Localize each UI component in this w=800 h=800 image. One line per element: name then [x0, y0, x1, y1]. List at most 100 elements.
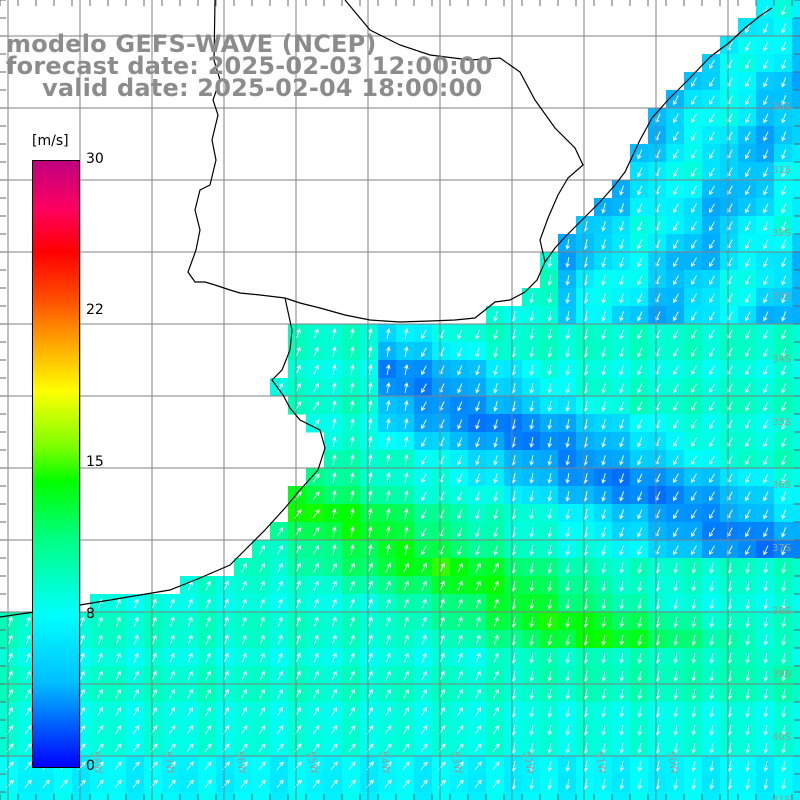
wind-arrow — [475, 688, 481, 699]
wind-arrow — [547, 275, 552, 286]
wind-arrow — [404, 418, 409, 429]
wind-cell — [738, 234, 757, 253]
wind-cell — [324, 720, 343, 739]
wind-arrow — [565, 743, 570, 754]
wind-cell — [774, 198, 793, 217]
wind-arrow — [240, 743, 248, 753]
wind-arrow — [691, 653, 696, 664]
wind-cell — [342, 324, 361, 343]
wind-cell — [684, 252, 703, 271]
wind-arrow — [295, 562, 301, 573]
wind-cell — [774, 522, 793, 541]
wind-cell — [126, 612, 145, 631]
wind-cell — [738, 360, 757, 379]
wind-cell — [360, 360, 379, 379]
wind-arrow — [529, 491, 534, 502]
wind-cell — [720, 540, 739, 559]
wind-cell — [738, 666, 757, 685]
colorbar-unit: [m/s] — [32, 133, 69, 149]
wind-arrow — [457, 545, 463, 556]
wind-cell — [774, 0, 793, 19]
wind-arrow — [332, 490, 337, 501]
wind-cell — [558, 414, 577, 433]
wind-arrow — [332, 346, 337, 357]
wind-cell — [306, 396, 325, 415]
wind-cell — [738, 180, 757, 199]
wind-cell — [540, 360, 559, 379]
wind-arrow — [205, 652, 211, 663]
wind-cell — [720, 576, 739, 595]
latitude-label: 32S — [772, 228, 791, 239]
wind-cell — [414, 630, 433, 649]
wind-arrow — [367, 562, 373, 573]
wind-cell — [702, 234, 721, 253]
wind-cell — [144, 792, 163, 800]
wind-arrow — [619, 563, 624, 574]
wind-cell — [270, 756, 289, 775]
wind-arrow — [529, 419, 534, 430]
wind-cell — [36, 792, 55, 800]
wind-cell — [666, 360, 685, 379]
wind-arrow — [404, 508, 409, 519]
wind-cell — [558, 630, 577, 649]
wind-arrow — [348, 743, 356, 753]
wind-cell — [702, 342, 721, 361]
wind-arrow — [601, 221, 606, 232]
wind-cell — [576, 756, 595, 775]
wind-arrow — [781, 185, 787, 196]
wind-arrow — [691, 77, 697, 88]
wind-cell — [0, 792, 19, 800]
colorbar-tick-0: 0 — [86, 758, 95, 774]
wind-cell — [702, 666, 721, 685]
wind-arrow — [368, 328, 373, 339]
wind-cell — [576, 738, 595, 757]
wind-cell — [18, 666, 37, 685]
wind-arrow — [529, 365, 534, 376]
wind-arrow — [745, 725, 750, 736]
wind-arrow — [457, 365, 463, 376]
wind-cell — [666, 270, 685, 289]
wind-cell — [414, 702, 433, 721]
wind-arrow — [673, 743, 678, 754]
wind-cell — [612, 504, 631, 523]
wind-arrow — [475, 419, 481, 430]
wind-arrow — [186, 725, 194, 735]
wind-cell — [540, 666, 559, 685]
wind-cell — [414, 522, 433, 541]
wind-cell — [774, 72, 793, 91]
wind-cell — [378, 504, 397, 523]
wind-cell — [108, 774, 127, 793]
wind-cell — [666, 288, 685, 307]
wind-cell — [684, 522, 703, 541]
wind-cell — [702, 540, 721, 559]
wind-cell — [342, 648, 361, 667]
wind-cell — [162, 612, 181, 631]
wind-cell — [234, 738, 253, 757]
wind-cell — [576, 270, 595, 289]
wind-cell — [648, 234, 667, 253]
wind-arrow — [312, 491, 320, 501]
wind-arrow — [474, 743, 482, 753]
wind-arrow — [457, 419, 463, 430]
wind-cell — [684, 630, 703, 649]
wind-arrow — [259, 580, 265, 591]
wind-cell — [612, 234, 631, 253]
wind-arrow — [295, 634, 301, 645]
wind-arrow — [313, 706, 320, 717]
wind-arrow — [241, 688, 247, 699]
wind-arrow — [331, 688, 337, 699]
wind-cell — [774, 288, 793, 307]
wind-cell — [576, 630, 595, 649]
wind-arrow — [529, 509, 534, 520]
wind-arrow — [313, 652, 319, 663]
wind-cell — [684, 684, 703, 703]
wind-arrow — [781, 149, 787, 160]
wind-cell — [306, 522, 325, 541]
wind-cell — [756, 288, 775, 307]
wind-arrow — [691, 167, 697, 178]
wind-cell — [558, 288, 577, 307]
wind-arrow — [529, 761, 534, 772]
wind-cell — [144, 738, 163, 757]
grid-labels: 58W 57W 56W 55W 54W 53W 52W 51W 50W30S31S32S33S3… — [89, 102, 791, 800]
